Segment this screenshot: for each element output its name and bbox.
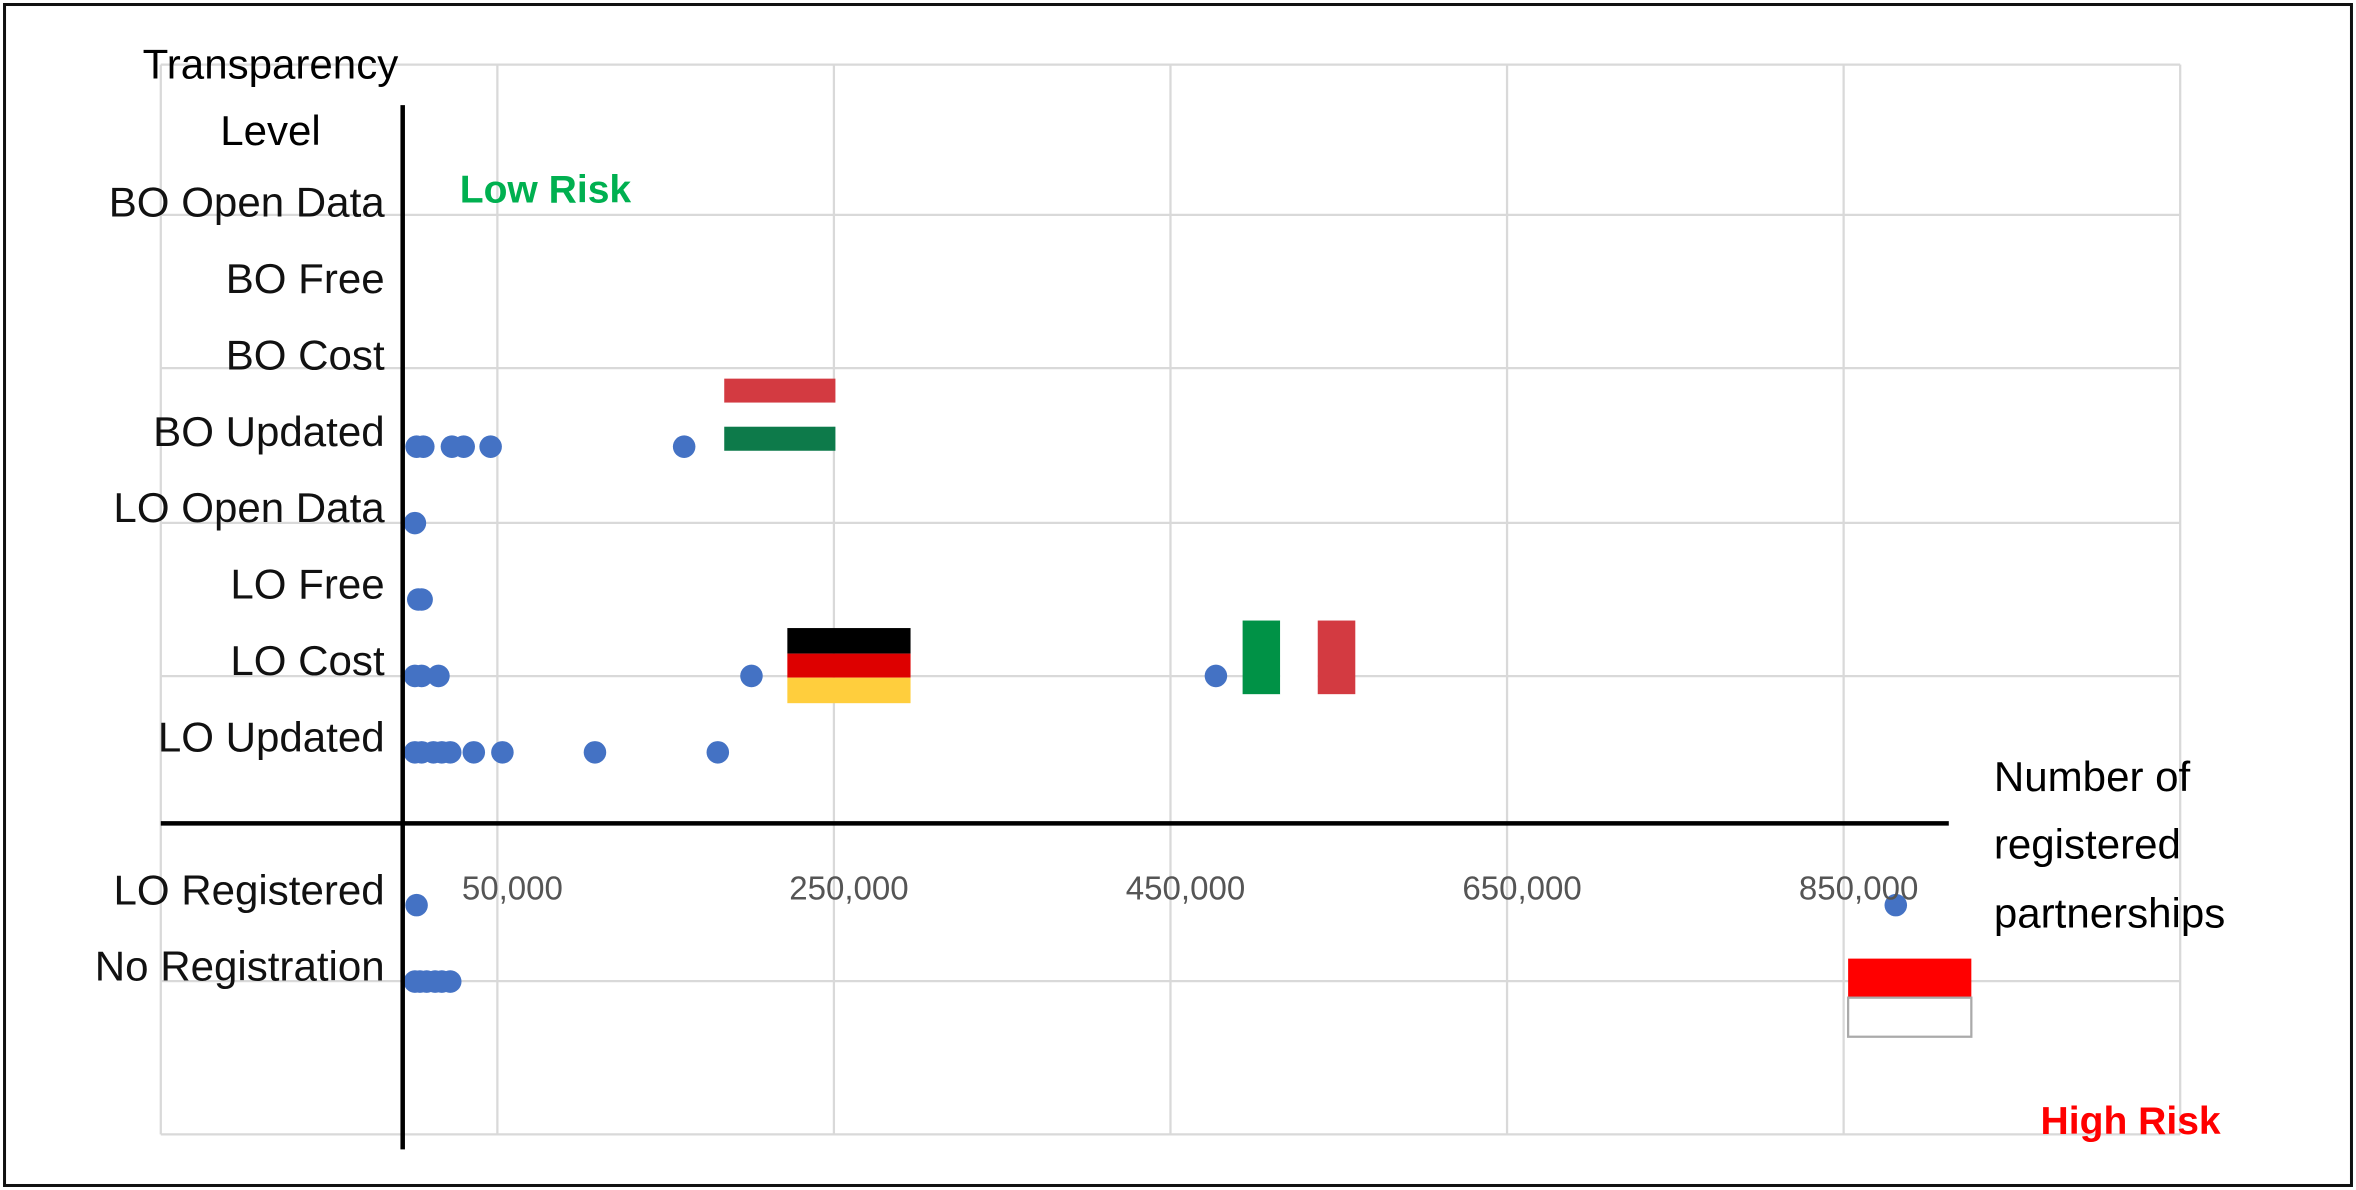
point: [427, 664, 450, 688]
y-tick-label: No Registration: [95, 943, 385, 990]
y-tick-label: LO Open Data: [113, 484, 385, 531]
y-tick-label: LO Free: [230, 561, 384, 608]
x-tick-label: 250,000: [789, 871, 908, 908]
point: [410, 588, 433, 611]
x-axis-title: registered: [1994, 821, 2181, 868]
y-tick-label: LO Updated: [158, 713, 385, 760]
y-tick-label: BO Updated: [153, 408, 385, 455]
point: [672, 435, 696, 458]
x-tick-label: 450,000: [1126, 871, 1245, 908]
x-tick-label: 50,000: [462, 871, 563, 908]
point: [410, 664, 433, 688]
x-axis-title: partnerships: [1994, 890, 2225, 937]
annotation: High Risk: [2041, 1100, 2221, 1143]
x-axis-title: Number of: [1994, 753, 2191, 800]
point: [462, 741, 486, 764]
point: [405, 893, 428, 917]
point: [740, 664, 763, 688]
annotation: Low Risk: [460, 169, 632, 212]
point: [583, 741, 607, 764]
y-tick-label: LO Registered: [113, 866, 384, 913]
flag-italy: [1242, 620, 1356, 695]
y-tick-label: LO Cost: [230, 637, 385, 684]
point: [706, 741, 730, 764]
point: [412, 435, 435, 458]
point: [491, 741, 514, 764]
point: [479, 435, 502, 458]
x-tick-label: 850,000: [1799, 871, 1918, 908]
point: [452, 435, 475, 458]
point: [438, 970, 462, 993]
x-tick-label: 650,000: [1462, 871, 1581, 908]
flag-indonesia: [1846, 958, 1973, 1038]
point: [1204, 664, 1228, 688]
point: [403, 511, 427, 535]
point: [438, 741, 462, 764]
flag-germany: [787, 628, 911, 704]
y-axis-title: Level: [220, 107, 321, 154]
y-tick-label: BO Free: [226, 255, 385, 302]
flag-hungary: [724, 378, 836, 451]
y-axis-title: Transparency: [143, 41, 399, 88]
point: [1884, 893, 1908, 917]
y-tick-label: BO Open Data: [109, 179, 385, 226]
y-tick-label: BO Cost: [226, 331, 385, 378]
